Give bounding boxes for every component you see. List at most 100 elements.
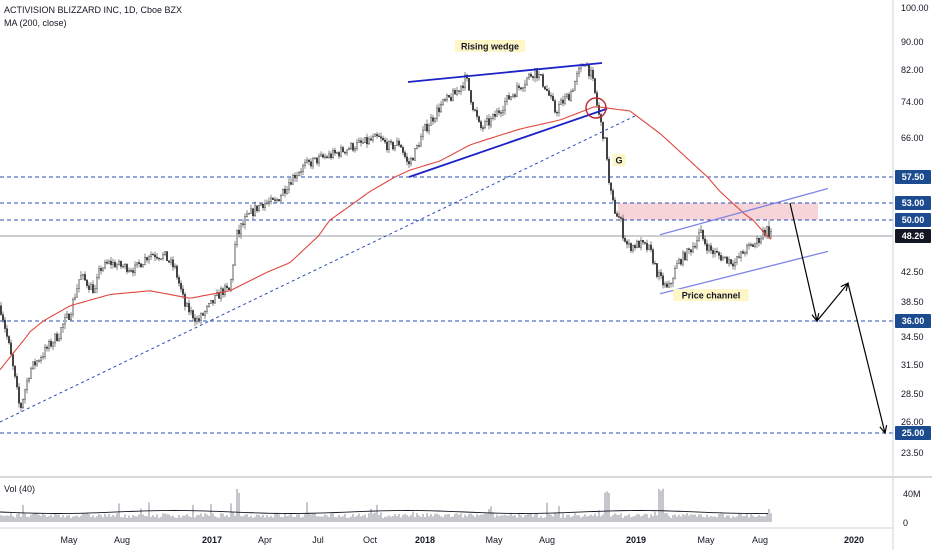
wedge-lower-line	[408, 107, 608, 178]
candle-body	[652, 249, 655, 264]
candle-body	[62, 323, 65, 328]
candle-body	[223, 285, 226, 295]
candle-body	[308, 159, 311, 162]
candle-body	[648, 244, 651, 250]
volume-label: Vol (40)	[4, 484, 36, 494]
candle-body	[133, 264, 136, 273]
candle-body	[141, 264, 144, 268]
candle-body	[109, 260, 112, 265]
candle-body	[754, 243, 757, 247]
candle-body	[207, 303, 210, 307]
candle-body	[334, 150, 337, 154]
candle-body	[235, 229, 238, 245]
candle-body	[306, 159, 309, 163]
volume-tick-label: 0	[903, 518, 908, 528]
candle-body	[280, 195, 283, 202]
candle-body	[554, 100, 557, 113]
candle-body	[256, 205, 259, 212]
candle-body	[360, 140, 363, 143]
time-tick-label: 2019	[626, 535, 646, 545]
candle-body	[436, 107, 439, 119]
candle-body	[694, 246, 697, 248]
candle-body	[502, 110, 505, 114]
projection-arrowhead	[811, 313, 820, 323]
candle-body	[392, 142, 395, 150]
candle-body	[159, 258, 162, 260]
candle-body	[450, 96, 453, 101]
candle-body	[119, 260, 122, 267]
candle-body	[276, 199, 279, 201]
candle-body	[666, 283, 669, 288]
candle-body	[524, 83, 527, 89]
projection-path	[789, 202, 886, 434]
candle-body	[326, 156, 329, 158]
candle-body	[284, 188, 287, 194]
candle-body	[496, 110, 499, 117]
candle-body	[618, 216, 621, 218]
annotation-bg	[454, 40, 526, 52]
candle-body	[312, 158, 315, 167]
candle-body	[662, 275, 665, 286]
candle-body	[686, 248, 689, 261]
candle-body	[612, 190, 615, 201]
candle-body	[7, 336, 10, 344]
candle-body	[87, 285, 90, 290]
candle-body	[296, 175, 299, 179]
candle-body	[696, 240, 699, 248]
candle-body	[209, 300, 212, 304]
candle-body	[111, 262, 114, 265]
candle-body	[183, 294, 186, 307]
candle-body	[372, 136, 375, 141]
candle-body	[672, 278, 675, 284]
candle-body	[462, 85, 465, 88]
candle-body	[137, 262, 140, 264]
candle-body	[432, 117, 435, 122]
candle-body	[42, 356, 45, 358]
candle-body	[320, 154, 323, 157]
candle-body	[452, 90, 455, 101]
candle-body	[444, 99, 447, 101]
candle-body	[239, 223, 242, 235]
candle-body	[91, 284, 94, 294]
price-tick-label: 28.50	[901, 389, 924, 399]
candle-body	[636, 240, 639, 249]
candle-body	[237, 229, 240, 235]
candle-body	[736, 256, 739, 263]
candle-body	[127, 270, 130, 272]
candle-body	[113, 262, 116, 268]
candle-body	[770, 231, 773, 238]
candle-body	[63, 317, 66, 325]
level-price-label: 50.00	[902, 215, 925, 225]
candle-body	[145, 257, 148, 261]
candle-body	[660, 272, 663, 276]
candle-body	[227, 287, 230, 290]
candle-body	[540, 74, 543, 76]
time-tick-label: May	[60, 535, 78, 545]
candle-body	[147, 256, 150, 261]
candle-body	[646, 242, 649, 250]
candle-body	[115, 264, 118, 268]
annotation-label: Price channel	[682, 291, 741, 301]
annotation-label: Rising wedge	[461, 42, 519, 52]
candle-body	[494, 114, 497, 117]
candle-body	[40, 357, 43, 361]
candle-body	[412, 157, 415, 161]
candle-body	[171, 259, 174, 268]
candle-body	[121, 265, 124, 268]
candle-body	[129, 270, 132, 272]
candle-body	[448, 95, 451, 98]
time-tick-label: May	[485, 535, 503, 545]
candle-body	[243, 216, 246, 225]
current-price-label-bg	[895, 229, 931, 243]
candle-body	[304, 162, 307, 166]
candle-body	[314, 157, 317, 159]
candle-body	[75, 288, 78, 298]
breakdown-circle	[585, 97, 607, 119]
candle-body	[398, 140, 401, 146]
level-price-label: 53.00	[902, 198, 925, 208]
candle-body	[272, 197, 275, 200]
candle-body	[738, 256, 741, 258]
candle-body	[744, 252, 747, 254]
candle-body	[556, 112, 559, 114]
